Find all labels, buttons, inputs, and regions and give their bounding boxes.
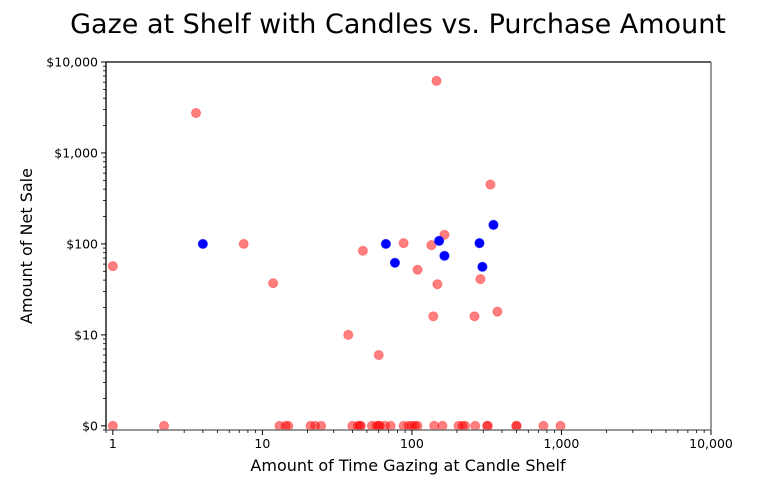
x-tick-label: 1,000 <box>544 436 580 451</box>
data-point-red <box>426 240 437 251</box>
y-tick-label: $10,000 <box>46 55 98 70</box>
y-tick-label: $100 <box>66 236 98 251</box>
data-point-blue <box>477 261 488 272</box>
chart-title: Gaze at Shelf with Candles vs. Purchase … <box>70 9 726 40</box>
data-point-red <box>555 420 566 431</box>
points-layer <box>107 75 566 431</box>
x-tick-label: 10,000 <box>689 436 733 451</box>
data-point-red <box>511 420 522 431</box>
data-point-red <box>107 420 118 431</box>
data-point-red <box>485 179 496 190</box>
data-point-red <box>398 238 409 249</box>
data-point-red <box>412 420 423 431</box>
y-ticks: $0 $10 $100 $1,000 $10,000 <box>46 55 106 433</box>
x-tick-label: 10 <box>254 436 270 451</box>
x-ticks: 1 10 100 1,000 10,000 <box>105 430 733 451</box>
data-point-red <box>268 278 279 289</box>
data-point-red <box>437 420 448 431</box>
data-point-blue <box>439 250 450 261</box>
y-tick-label: $0 <box>82 418 98 433</box>
y-axis-label: Amount of Net Sale <box>17 168 36 324</box>
y-tick-label: $1,000 <box>54 145 98 160</box>
data-point-red <box>238 238 249 250</box>
data-point-red <box>343 329 354 340</box>
data-point-red <box>432 279 443 290</box>
data-point-red <box>460 420 471 431</box>
data-point-red <box>482 420 493 431</box>
data-point-red <box>538 420 549 431</box>
axes <box>105 61 712 431</box>
data-point-blue <box>474 238 485 249</box>
x-axis-label: Amount of Time Gazing at Candle Shelf <box>250 456 566 475</box>
data-point-red <box>373 349 384 361</box>
data-point-red <box>190 107 202 119</box>
data-point-red <box>385 420 396 431</box>
data-point-blue <box>380 238 392 250</box>
data-point-red <box>431 75 442 86</box>
y-tick-label: $10 <box>74 327 98 342</box>
data-point-red <box>316 420 327 431</box>
data-point-red <box>357 245 368 256</box>
data-point-blue <box>434 235 445 246</box>
data-point-red <box>469 311 480 322</box>
data-point-red <box>355 420 366 431</box>
data-point-blue <box>488 219 499 230</box>
data-point-red <box>158 420 170 431</box>
x-tick-label: 100 <box>400 436 424 451</box>
data-point-red <box>412 264 423 275</box>
data-point-red <box>283 420 294 431</box>
data-point-red <box>470 420 481 431</box>
data-point-red <box>492 306 503 317</box>
data-point-blue <box>389 257 401 268</box>
data-point-blue <box>197 238 208 250</box>
x-tick-label: 1 <box>109 436 117 451</box>
data-point-red <box>475 274 486 285</box>
data-point-red <box>107 261 118 272</box>
data-point-red <box>428 311 439 322</box>
